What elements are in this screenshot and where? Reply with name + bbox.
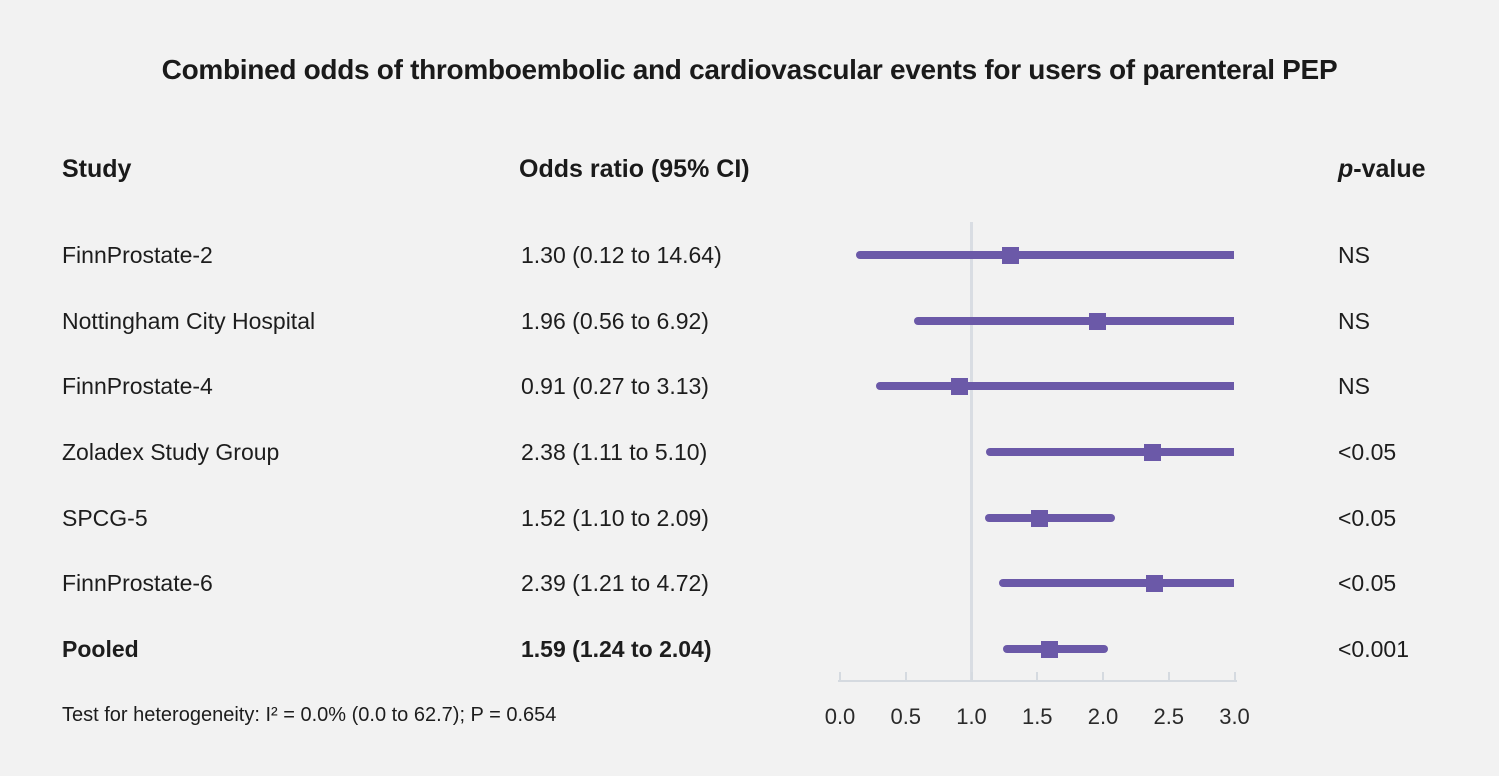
- odds-ratio-label: 1.59 (1.24 to 2.04): [521, 636, 712, 662]
- p-value-header-rest: -value: [1353, 155, 1426, 183]
- confidence-interval-line: [999, 579, 1235, 587]
- point-estimate-marker: [951, 377, 969, 395]
- x-axis-tick-label: 2.0: [1087, 704, 1119, 729]
- x-axis-tick-label: 3.0: [1219, 704, 1250, 729]
- odds-ratio-label: 1.96 (0.56 to 6.92): [521, 308, 709, 334]
- confidence-interval-line: [875, 382, 1235, 390]
- chart-title: Combined odds of thromboembolic and card…: [161, 54, 1338, 85]
- p-value-label: <0.001: [1338, 636, 1409, 662]
- point-estimate-marker: [1145, 574, 1163, 592]
- study-label: Pooled: [62, 636, 139, 662]
- odds-ratio-label: 1.30 (0.12 to 14.64): [521, 242, 722, 268]
- x-axis-tick-label: 2.5: [1153, 704, 1185, 729]
- x-axis-tick-label: 0.5: [890, 704, 922, 729]
- study-label: FinnProstate-2: [62, 242, 213, 268]
- pooled-estimate-marker: [1040, 640, 1058, 658]
- p-value-header-italic: p: [1338, 155, 1354, 183]
- p-value-label: <0.05: [1338, 570, 1397, 596]
- study-label: Nottingham City Hospital: [62, 308, 316, 334]
- study-label: FinnProstate-4: [62, 373, 213, 399]
- study-label: Zoladex Study Group: [62, 439, 280, 465]
- x-axis-tick: [1167, 672, 1170, 680]
- odds-ratio-label: 1.52 (1.10 to 2.09): [521, 505, 709, 531]
- point-estimate-marker: [1089, 312, 1107, 330]
- x-axis-tick: [1102, 672, 1104, 680]
- odds-ratio-label: 2.39 (1.21 to 4.72): [521, 570, 709, 596]
- x-axis-line: [838, 680, 1237, 682]
- reference-line: [970, 222, 973, 681]
- x-axis-tick-label: 1.0: [956, 704, 987, 729]
- study-label: FinnProstate-6: [62, 570, 213, 596]
- x-axis-tick: [970, 672, 973, 680]
- x-axis-tick: [1036, 672, 1039, 680]
- column-header-p-value: p-value: [1338, 155, 1426, 184]
- confidence-interval-line: [984, 514, 1115, 522]
- point-estimate-marker: [1144, 443, 1162, 461]
- odds-ratio-label: 0.91 (0.27 to 3.13): [521, 373, 709, 399]
- point-estimate-marker: [1031, 509, 1049, 527]
- p-value-label: NS: [1338, 373, 1370, 399]
- p-value-label: NS: [1338, 242, 1370, 268]
- x-axis-tick: [839, 672, 841, 680]
- p-value-label: NS: [1338, 308, 1370, 334]
- p-value-label: <0.05: [1338, 439, 1397, 465]
- study-label: SPCG-5: [62, 505, 148, 531]
- heterogeneity-note: Test for heterogeneity: I² = 0.0% (0.0 t…: [62, 704, 557, 726]
- column-header-study: Study: [62, 155, 132, 183]
- odds-ratio-label: 2.38 (1.11 to 5.10): [521, 439, 708, 465]
- confidence-interval-line: [855, 251, 1235, 259]
- confidence-interval-line: [913, 317, 1235, 325]
- p-value-label: <0.05: [1338, 505, 1397, 531]
- column-header-odds-ratio: Odds ratio (95% CI): [519, 155, 750, 183]
- point-estimate-marker: [1002, 246, 1020, 264]
- x-axis-tick-label: 1.5: [1021, 704, 1053, 729]
- x-axis-tick: [904, 672, 907, 680]
- confidence-interval-line: [985, 448, 1235, 456]
- x-axis-tick: [1233, 672, 1236, 680]
- x-axis-tick-label: 0.0: [824, 704, 856, 729]
